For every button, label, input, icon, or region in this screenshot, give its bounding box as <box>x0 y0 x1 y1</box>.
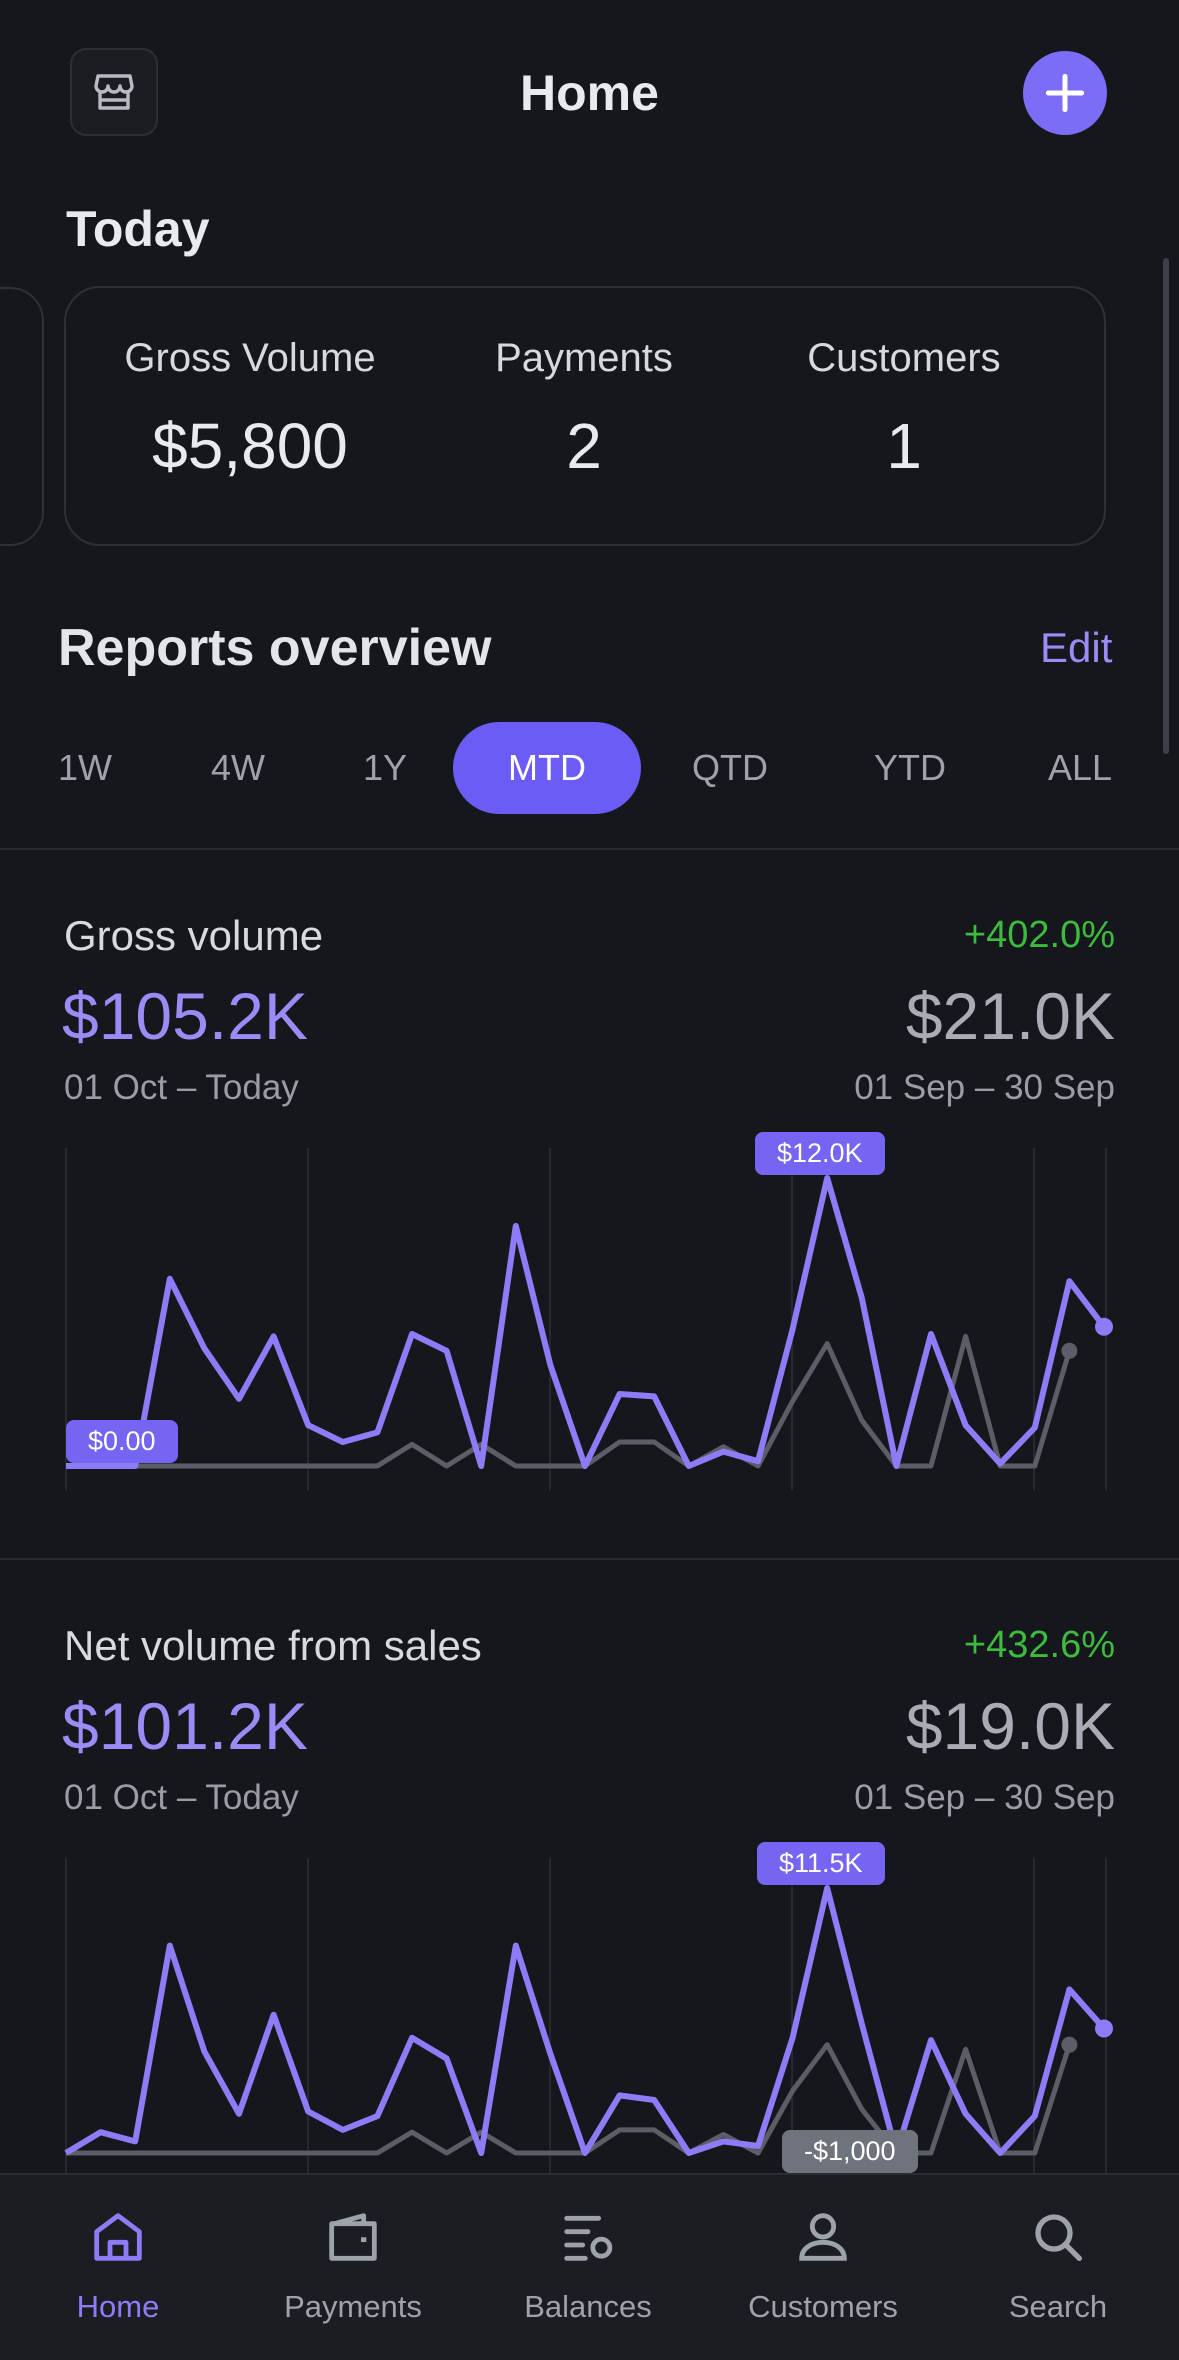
tab-balances[interactable]: Balances <box>488 2195 688 2325</box>
plus-icon <box>1045 73 1085 113</box>
net-volume-range: 01 Oct – Today <box>64 1778 299 1817</box>
add-button[interactable] <box>1023 51 1107 135</box>
payments-stat: Payments 2 <box>424 336 744 483</box>
previous-period-line <box>66 1333 1072 1469</box>
gross-volume-value: $105.2K <box>62 979 308 1053</box>
previous-card[interactable] <box>0 287 44 546</box>
store-icon <box>94 74 134 110</box>
gross-volume-change: +402.0% <box>963 914 1115 956</box>
edit-button[interactable]: Edit <box>1040 624 1113 671</box>
gross-volume-previous-range: 01 Sep – 30 Sep <box>854 1068 1115 1107</box>
net-volume-value: $101.2K <box>62 1689 308 1763</box>
range-1y[interactable]: 1Y <box>362 747 408 788</box>
wallet-icon <box>329 2213 377 2261</box>
range-mtd[interactable]: MTD <box>453 722 641 814</box>
net-volume-chart[interactable]: $11.5K -$1,000 <box>0 1830 1179 2173</box>
tab-search[interactable]: Search <box>958 2195 1158 2325</box>
min-value-tag: -$1,000 <box>782 2130 918 2173</box>
net-volume-previous-range: 01 Sep – 30 Sep <box>854 1778 1115 1817</box>
stat-label: Payments <box>495 336 673 380</box>
range-1w[interactable]: 1W <box>58 747 112 788</box>
net-volume-title: Net volume from sales <box>64 1622 482 1669</box>
stat-value: $5,800 <box>152 410 348 482</box>
range-qtd[interactable]: QTD <box>692 747 768 788</box>
range-selector: 1W 4W 1Y MTD QTD YTD ALL <box>0 722 1179 814</box>
tab-bar: Home Payments Balances Customers <box>0 2173 1179 2360</box>
stat-value: 2 <box>566 410 602 482</box>
tab-customers[interactable]: Customers <box>723 2195 923 2325</box>
max-value-tag: $12.0K <box>755 1132 885 1175</box>
gross-volume-chart-svg <box>65 1148 1113 1506</box>
search-icon <box>1035 2214 1082 2261</box>
current-period-line <box>66 1175 1107 1469</box>
gross-volume-range: 01 Oct – Today <box>64 1068 299 1107</box>
tab-label: Balances <box>524 2289 652 2324</box>
person-icon <box>799 2213 847 2261</box>
reports-heading: Reports overview <box>58 619 492 677</box>
store-button[interactable] <box>70 48 158 136</box>
tab-home[interactable]: Home <box>18 2195 218 2325</box>
today-summary-card[interactable]: Gross Volume $5,800 Payments 2 Customers… <box>64 286 1106 546</box>
range-all[interactable]: ALL <box>1047 747 1113 788</box>
tab-label: Customers <box>748 2289 898 2324</box>
divider <box>0 1558 1179 1560</box>
stat-label: Customers <box>807 336 1001 380</box>
max-value-tag: $11.5K <box>757 1842 885 1885</box>
range-4w[interactable]: 4W <box>211 747 265 788</box>
stat-label: Gross Volume <box>124 336 376 380</box>
tab-payments[interactable]: Payments <box>253 2195 453 2325</box>
previous-period-endpoint <box>1061 2036 1078 2053</box>
stat-value: 1 <box>886 410 922 482</box>
previous-period-endpoint <box>1061 1342 1078 1359</box>
home-icon <box>94 2213 142 2261</box>
customers-stat: Customers 1 <box>744 336 1064 483</box>
gross-volume-previous-value: $21.0K <box>905 979 1115 1053</box>
current-period-line <box>64 1885 1107 2156</box>
gross-volume-stat: Gross Volume $5,800 <box>90 336 410 483</box>
range-ytd[interactable]: YTD <box>874 747 946 788</box>
current-period-endpoint <box>1095 2019 1113 2038</box>
page-title: Home <box>520 65 659 121</box>
scrollbar[interactable] <box>1163 258 1169 754</box>
min-value-tag: $0.00 <box>66 1420 178 1463</box>
net-volume-change: +432.6% <box>963 1624 1115 1666</box>
balances-icon <box>564 2215 613 2261</box>
tab-label: Payments <box>284 2289 422 2324</box>
today-heading: Today <box>66 201 210 257</box>
tab-label: Search <box>1008 2289 1108 2324</box>
net-volume-chart-svg <box>64 1858 1113 2173</box>
gross-volume-title: Gross volume <box>64 912 324 959</box>
tab-label: Home <box>76 2289 160 2324</box>
current-period-endpoint <box>1095 1317 1113 1336</box>
divider <box>0 848 1179 850</box>
gross-volume-chart[interactable]: $12.0K $0.00 <box>0 1120 1179 1506</box>
net-volume-previous-value: $19.0K <box>905 1689 1115 1763</box>
